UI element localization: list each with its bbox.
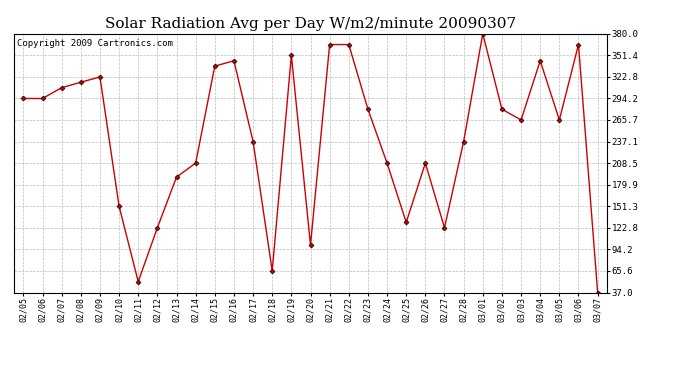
Title: Solar Radiation Avg per Day W/m2/minute 20090307: Solar Radiation Avg per Day W/m2/minute … xyxy=(105,17,516,31)
Text: Copyright 2009 Cartronics.com: Copyright 2009 Cartronics.com xyxy=(17,39,172,48)
